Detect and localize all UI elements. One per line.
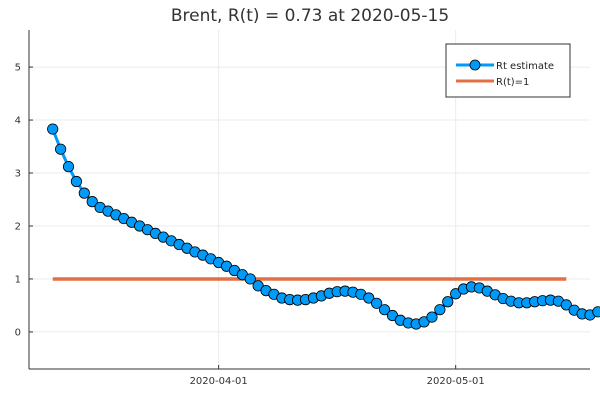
y-tick-label: 4: [15, 116, 21, 127]
y-tick-label: 3: [15, 169, 21, 180]
rt-estimate-point: [442, 296, 454, 308]
rt-estimate-point: [47, 123, 59, 135]
rt-estimate-point: [560, 299, 572, 311]
y-tick-label: 2: [15, 221, 21, 232]
tick-labels: 0 1 2 3 4 5 2020-04-01 2020-05-01: [15, 63, 485, 387]
legend-rt-marker: [469, 59, 481, 71]
rt-estimate-point: [363, 292, 375, 304]
legend-label-rt-estimate: Rt estimate: [496, 61, 554, 72]
rt-estimate-point: [86, 196, 98, 208]
rt-estimate-point: [371, 297, 383, 309]
axes: [28, 30, 590, 370]
rt-estimate-point: [244, 273, 256, 285]
rt-estimate-point: [378, 304, 391, 316]
rt-estimate-point: [592, 306, 600, 318]
rt-estimate-point: [434, 304, 446, 316]
rt-estimate-point: [70, 175, 83, 188]
y-tick-label: 0: [15, 327, 21, 338]
rt-estimate-point: [62, 161, 75, 173]
series-layer: [47, 123, 600, 330]
legend-label-reference: R(t)=1: [496, 77, 529, 88]
rt-estimate-point: [78, 187, 90, 199]
rt-estimate-point: [55, 143, 67, 155]
y-tick-label: 1: [15, 274, 21, 285]
x-tick-label: 2020-04-01: [190, 376, 248, 387]
rt-estimate-point: [426, 311, 438, 323]
y-tick-label: 5: [15, 63, 21, 74]
chart-title: Brent, R(t) = 0.73 at 2020-05-15: [171, 6, 449, 26]
legend: Rt estimate R(t)=1: [445, 43, 571, 98]
x-tick-label: 2020-05-01: [427, 376, 485, 387]
legend-box: [445, 43, 571, 98]
